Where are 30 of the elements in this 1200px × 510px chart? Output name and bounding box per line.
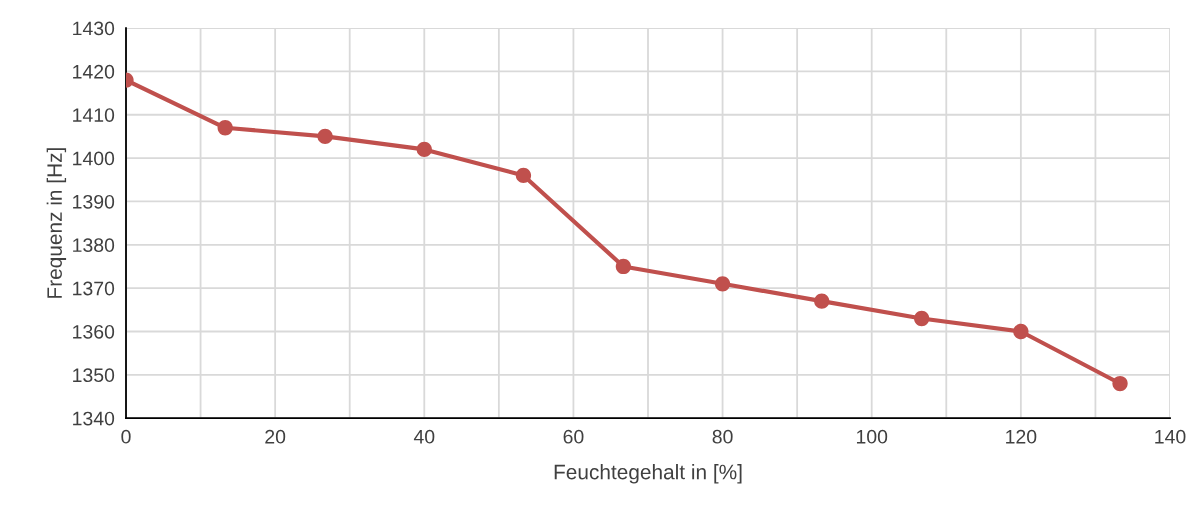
y-tick-label: 1350 (73, 368, 115, 383)
y-tick-label: 1430 (73, 21, 115, 36)
point (615, 258, 632, 275)
x-tick-label: 80 (712, 429, 733, 444)
point (1013, 323, 1029, 340)
y-tick-label: 1360 (73, 324, 115, 339)
x-tick-label: 60 (563, 429, 584, 444)
point (317, 128, 333, 145)
y-tick-label: 1400 (73, 151, 115, 166)
point (217, 120, 233, 136)
y-axis-title: Frequenz in [Hz] (46, 148, 67, 298)
y-tick-label: 1340 (73, 411, 115, 426)
y-tick-label: 1390 (73, 194, 115, 209)
point (714, 276, 731, 292)
y-tick-label: 1420 (73, 64, 115, 79)
x-tick-label: 40 (413, 429, 435, 444)
x-tick-label: 0 (121, 429, 131, 444)
point (515, 167, 532, 184)
point (1112, 375, 1128, 392)
x-tick-label: 20 (265, 429, 286, 444)
y-tick-label: 1380 (73, 238, 115, 253)
x-tick-label: 120 (1006, 429, 1037, 444)
point (914, 310, 930, 327)
x-tick-label: 140 (1155, 429, 1186, 444)
y-tick-label: 1370 (73, 281, 115, 296)
x-axis-title: Feuchtegehalt in [%] (554, 464, 742, 484)
y-tick-label: 1410 (73, 108, 115, 122)
x-tick-label: 100 (856, 429, 888, 444)
point (416, 141, 432, 158)
point (814, 293, 830, 309)
